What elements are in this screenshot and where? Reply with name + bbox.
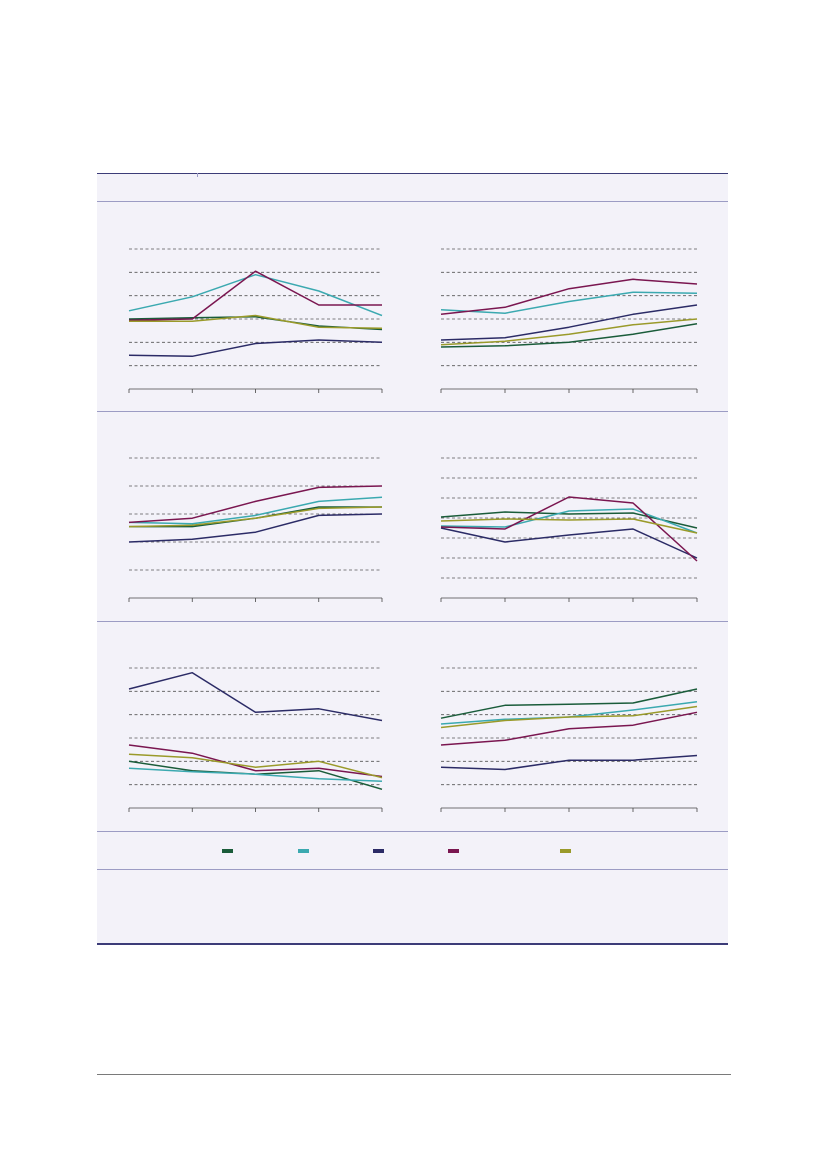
- series-line-3: [440, 754, 698, 771]
- row-separator-1: [97, 411, 728, 412]
- legend-swatch-3: [373, 849, 384, 853]
- legend-swatch-2: [298, 849, 309, 853]
- legend-item-2: [298, 848, 313, 854]
- chart-middle-left: [128, 457, 383, 602]
- series-line-5: [128, 506, 383, 528]
- series-line-2: [128, 273, 383, 317]
- series-line-2: [128, 496, 383, 525]
- series-line-4: [440, 711, 698, 746]
- series-line-5: [129, 314, 383, 330]
- header-divider: [197, 173, 198, 177]
- legend-swatch-4: [448, 849, 459, 853]
- legend: [222, 848, 622, 856]
- series-line-4: [128, 270, 382, 321]
- series-line-4: [128, 485, 383, 524]
- chart-middle-right: [440, 457, 698, 602]
- legend-item-5: [560, 848, 575, 854]
- bottom-rule: [97, 943, 728, 945]
- series-line-2: [440, 508, 698, 534]
- chart-top-right: [440, 248, 698, 393]
- series-line-4: [128, 744, 383, 778]
- series-line-4: [440, 496, 698, 562]
- series-line-5: [440, 518, 698, 534]
- series-line-1: [440, 688, 698, 719]
- series-line-2: [440, 291, 698, 314]
- row-separator-2: [97, 621, 728, 622]
- series-line-1: [440, 322, 698, 348]
- series-line-5: [440, 318, 698, 346]
- chart-top-left: [128, 248, 383, 393]
- legend-item-4: [448, 848, 463, 854]
- series-line-3: [440, 527, 698, 559]
- chart-bottom-left: [128, 667, 383, 812]
- header-separator: [97, 201, 728, 202]
- series-line-2: [128, 767, 383, 782]
- series-line-3: [128, 339, 383, 358]
- series-line-3: [440, 304, 698, 341]
- top-rule: [97, 173, 728, 174]
- footer-rule: [97, 1074, 731, 1075]
- legend-item-3: [373, 848, 388, 854]
- legend-swatch-1: [222, 849, 233, 853]
- legend-separator-top: [97, 831, 728, 832]
- series-line-4: [440, 278, 698, 316]
- series-line-1: [128, 760, 383, 791]
- chart-bottom-right: [440, 667, 698, 812]
- legend-swatch-5: [560, 849, 571, 853]
- series-line-5: [128, 753, 383, 779]
- figure-panel: [97, 173, 728, 945]
- series-line-1: [440, 511, 698, 529]
- legend-separator-bottom: [97, 869, 728, 870]
- legend-item-1: [222, 848, 237, 854]
- series-line-3: [128, 513, 383, 543]
- series-line-3: [128, 671, 383, 722]
- series-line-5: [440, 705, 698, 729]
